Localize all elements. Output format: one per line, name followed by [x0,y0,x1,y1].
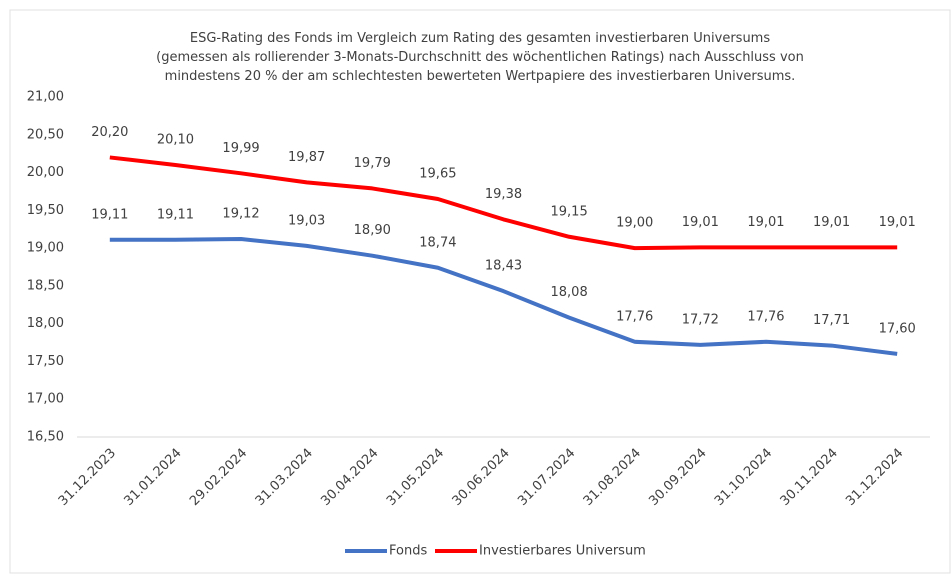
y-tick-label: 17,50 [27,354,64,369]
data-label: 20,20 [91,125,128,140]
chart-title: ESG-Rating des Fonds im Vergleich zum Ra… [156,31,804,84]
data-label: 17,76 [747,309,784,324]
x-tick-label: 31.12.2024 [843,446,906,509]
series-line [109,237,898,356]
y-tick-label: 20,50 [27,127,64,142]
data-label: 18,74 [419,235,456,250]
legend-label: Fonds [389,544,427,559]
data-label: 17,72 [682,312,719,327]
x-tick-label: 29.02.2024 [187,446,250,509]
x-tick-label: 30.04.2024 [318,446,381,509]
x-tick-label: 31.10.2024 [712,446,775,509]
data-label: 19,15 [551,204,588,219]
x-tick-label: 31.07.2024 [515,446,578,509]
data-label: 17,76 [616,309,653,324]
data-label: 19,00 [616,216,653,231]
data-label: 18,43 [485,259,522,274]
chart-frame [9,9,951,574]
x-tick-label: 31.01.2024 [121,446,184,509]
x-tick-label: 31.08.2024 [581,446,644,509]
data-label: 19,87 [288,150,325,165]
data-label: 20,10 [157,133,194,148]
data-label: 18,08 [551,285,588,300]
x-tick-label: 30.09.2024 [646,446,709,509]
data-label: 19,11 [91,207,128,222]
data-label: 17,60 [879,321,916,336]
data-label: 19,38 [485,187,522,202]
data-label: 19,01 [682,215,719,230]
data-label: 19,03 [288,213,325,228]
data-label: 19,11 [157,207,194,222]
legend-label: Investierbares Universum [479,544,646,559]
data-label: 19,65 [419,167,456,182]
y-tick-label: 19,00 [27,241,64,256]
data-label: 19,79 [354,156,391,171]
y-tick-label: 18,00 [27,316,64,331]
data-label: 17,71 [813,313,850,328]
data-label: 19,01 [747,215,784,230]
x-tick-label: 31.05.2024 [384,446,447,509]
x-tick-label: 31.12.2023 [56,446,119,509]
y-tick-label: 18,50 [27,278,64,293]
data-label: 18,90 [354,223,391,238]
y-tick-label: 16,50 [27,430,64,445]
y-tick-label: 20,00 [27,165,64,180]
y-tick-label: 21,00 [27,90,64,105]
x-tick-label: 30.06.2024 [450,446,513,509]
series-line [109,155,898,251]
y-tick-label: 17,00 [27,392,64,407]
data-label: 19,12 [222,207,259,222]
data-label: 19,99 [222,141,259,156]
x-tick-label: 31.03.2024 [253,446,316,509]
y-tick-label: 19,50 [27,203,64,218]
data-label: 19,01 [813,215,850,230]
data-label: 19,01 [879,215,916,230]
x-tick-label: 30.11.2024 [778,446,841,509]
